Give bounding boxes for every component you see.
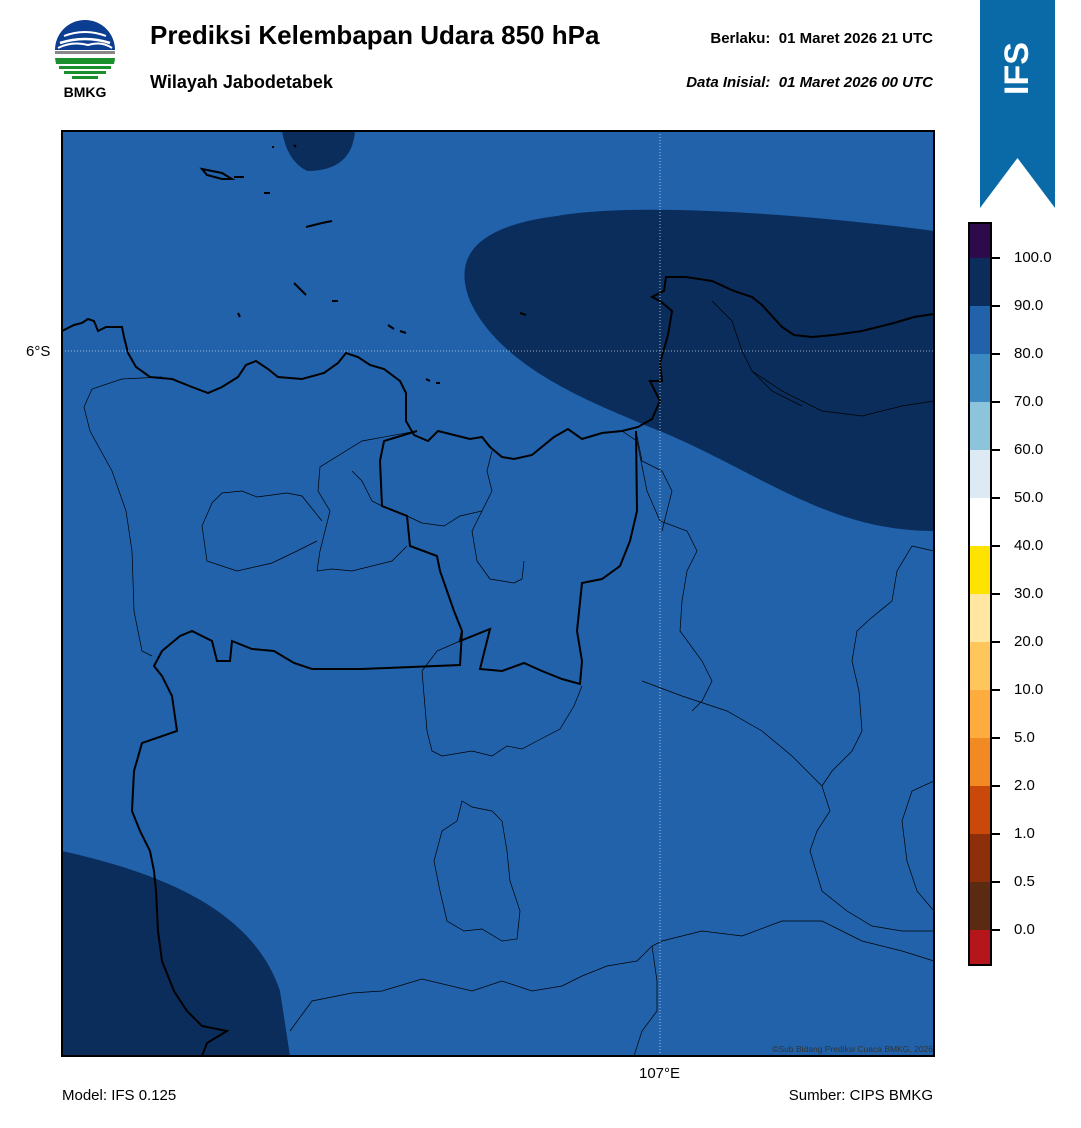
colorbar-label: 10.0 [1014,681,1044,698]
colorbar-label: 0.0 [1014,921,1035,938]
lat-label: 6°S [26,343,51,360]
colorbar-tick [992,545,1000,547]
colorbar-tick [992,353,1000,355]
colorbar-border [968,222,992,966]
colorbar-tick [992,785,1000,787]
colorbar-label: 2.0 [1014,777,1035,794]
colorbar-segment [968,546,992,594]
humidity-field-90-100-top [282,131,355,171]
district-boundaries [83,300,934,1056]
lon-label: 107°E [639,1065,681,1082]
colorbar-tick [992,401,1000,403]
region-subtitle: Wilayah Jabodetabek [150,72,333,92]
badge-ribbon-icon [980,0,1055,208]
colorbar-segment [968,738,992,786]
colorbar-tick [992,689,1000,691]
colorbar-tick [992,833,1000,835]
bmkg-logo-icon: BMKG [55,20,115,100]
model-badge: IFS [980,0,1055,210]
init-time-value: 01 Maret 2026 00 UTC [778,74,933,91]
colorbar-tick [992,881,1000,883]
source-info: Sumber: CIPS BMKG [788,1087,933,1104]
colorbar-tick [992,641,1000,643]
colorbar-label: 90.0 [1014,297,1044,314]
colorbar [968,222,992,966]
colorbar-segment [968,882,992,930]
colorbar-extend-top [968,222,992,258]
colorbar-segment [968,354,992,402]
init-time: Data Inisial: 01 Maret 2026 00 UTC [686,74,933,91]
colorbar-label: 0.5 [1014,873,1035,890]
colorbar-segment [968,498,992,546]
colorbar-label: 20.0 [1014,633,1044,650]
model-info: Model: IFS 0.125 [62,1087,177,1104]
logo-text: BMKG [64,84,107,100]
humidity-map [62,131,934,1056]
colorbar-tick [992,737,1000,739]
colorbar-label: 80.0 [1014,345,1044,362]
humidity-field-90-100-southwest [62,851,290,1056]
colorbar-label: 5.0 [1014,729,1035,746]
init-time-label: Data Inisial: [686,74,771,91]
colorbar-tick [992,257,1000,259]
islands [199,144,527,384]
colorbar-segment [968,930,992,966]
valid-time: Berlaku: 01 Maret 2026 21 UTC [710,30,933,47]
valid-time-value: 01 Maret 2026 21 UTC [778,30,933,47]
colorbar-tick [992,449,1000,451]
colorbar-tick [992,593,1000,595]
humidity-field-90-100-northeast [464,209,934,531]
colorbar-label: 40.0 [1014,537,1044,554]
coastline [62,276,934,461]
colorbar-segment [968,690,992,738]
colorbar-segment [968,306,992,354]
province-boundary [378,430,639,686]
chart-title: Prediksi Kelembapan Udara 850 hPa [150,20,600,50]
colorbar-label: 50.0 [1014,489,1044,506]
colorbar-segment [968,450,992,498]
copyright-text: ©Sub Bidang Prediksi Cuaca BMKG, 2026 [772,1044,933,1054]
valid-time-label: Berlaku: [710,30,771,47]
colorbar-tick [992,305,1000,307]
colorbar-label: 100.0 [1014,249,1052,266]
colorbar-tick [992,929,1000,931]
colorbar-label: 60.0 [1014,441,1044,458]
colorbar-label: 1.0 [1014,825,1035,842]
province-boundary-south [130,629,463,1056]
colorbar-label: 70.0 [1014,393,1044,410]
colorbar-segment [968,834,992,882]
colorbar-segment [968,642,992,690]
colorbar-segment [968,786,992,834]
colorbar-segment [968,594,992,642]
colorbar-segment [968,258,992,306]
model-badge-label: IFS [998,41,1036,95]
colorbar-segment [968,402,992,450]
colorbar-label: 30.0 [1014,585,1044,602]
colorbar-tick [992,497,1000,499]
